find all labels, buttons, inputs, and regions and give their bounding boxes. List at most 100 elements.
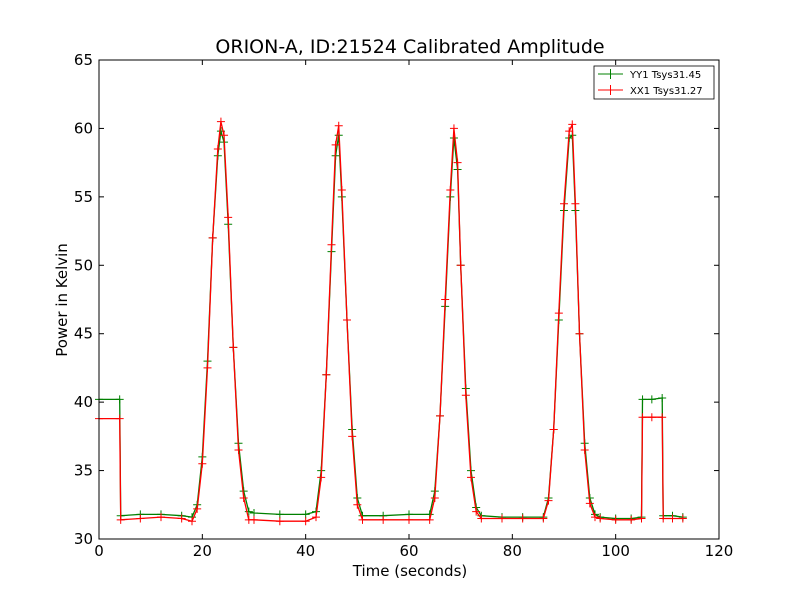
series-1-point-42 [456, 261, 465, 270]
series-1-point-34 [405, 515, 413, 524]
series-1-point-66 [647, 413, 656, 422]
series-0-point-67 [658, 394, 667, 403]
series-0-point-18 [244, 507, 253, 516]
series-1-point-51 [549, 425, 558, 434]
series-1-point-59 [585, 499, 594, 508]
x-tick-label-6: 120 [705, 542, 734, 560]
x-tick-label-2: 40 [296, 542, 315, 560]
series-1-point-65 [638, 413, 647, 422]
series-1-point-12 [216, 117, 225, 126]
series-1-point-46 [477, 514, 486, 523]
series-0 [95, 127, 687, 523]
series-1-point-19 [250, 515, 258, 524]
series-1-point-50 [544, 496, 553, 505]
series-1-point-68 [659, 514, 668, 523]
series-1-point-38 [441, 295, 450, 304]
y-axis-label: Power in Kelvin [53, 243, 71, 357]
y-tick-label-5: 55 [74, 188, 93, 206]
series-1-point-25 [327, 240, 336, 249]
series-1-point-39 [446, 186, 455, 195]
series-1-point-70 [678, 514, 687, 523]
series-1-point-17 [239, 493, 248, 502]
series-1-point-52 [554, 309, 563, 318]
series-1-point-32 [358, 515, 367, 524]
series-line-0 [99, 131, 683, 520]
series-1-point-44 [467, 473, 475, 482]
series-1-point-64 [637, 514, 646, 523]
y-tick-label-1: 35 [74, 462, 93, 480]
series-1-point-63 [627, 515, 636, 524]
series-1-point-2 [116, 515, 125, 524]
series-1-point-23 [317, 473, 326, 482]
series-1-point-15 [229, 343, 238, 352]
series-1-point-47 [498, 514, 506, 523]
y-tick-label-0: 30 [74, 530, 93, 548]
series-0-point-65 [638, 395, 647, 404]
series-1-point-14 [224, 213, 233, 222]
series-1-point-33 [379, 515, 388, 524]
legend-label-yy1: YY1 Tsys31.45 [629, 70, 701, 81]
series-1-point-13 [220, 131, 229, 140]
legend-label-xx1: XX1 Tsys31.27 [630, 86, 703, 97]
series-1-point-49 [539, 514, 548, 523]
plot-frame [98, 59, 720, 540]
series-1-point-1 [115, 414, 124, 423]
series-1-point-22 [312, 513, 320, 522]
series-1-point-8 [198, 459, 207, 468]
series-1-point-62 [611, 515, 620, 524]
series-1-point-54 [565, 127, 574, 136]
x-tick-label-3: 60 [399, 542, 418, 560]
y-tick-label-4: 50 [74, 256, 93, 274]
series-1 [95, 117, 687, 526]
x-tick-label-4: 80 [503, 542, 522, 560]
series-1-point-67 [658, 413, 667, 422]
x-tick-label-0: 0 [94, 542, 104, 560]
series-1-point-40 [449, 124, 458, 133]
x-axis-label: Time (seconds) [352, 562, 468, 580]
y-tick-label-6: 60 [74, 119, 93, 137]
series-1-point-16 [234, 446, 243, 455]
y-tick-label-7: 65 [74, 51, 93, 69]
series-1-point-35 [425, 515, 434, 524]
series-1-point-27 [334, 121, 343, 130]
series-1-point-26 [331, 140, 340, 149]
series-1-point-4 [157, 513, 165, 522]
plot-area [95, 117, 687, 526]
series-1-point-5 [177, 514, 186, 523]
y-tick-label-2: 40 [74, 393, 93, 411]
series-1-point-43 [461, 391, 470, 400]
series-line-1 [99, 121, 683, 522]
series-1-point-48 [518, 514, 527, 523]
series-0-point-1 [115, 395, 124, 404]
series-1-point-58 [580, 446, 589, 455]
x-tick-label-5: 100 [601, 542, 630, 560]
series-1-point-10 [208, 233, 217, 242]
series-1-point-9 [203, 363, 212, 372]
series-1-point-6 [188, 517, 196, 526]
legend: YY1 Tsys31.45 XX1 Tsys31.27 [593, 65, 715, 100]
series-0-point-19 [250, 508, 258, 517]
x-tick-label-1: 20 [193, 542, 212, 560]
series-1-point-56 [571, 199, 580, 208]
series-1-point-60 [591, 513, 599, 522]
legend-box [593, 65, 715, 100]
axis-ticks: 0 20 40 60 80 100 120 30 35 40 45 50 55 60 65 [74, 51, 733, 560]
series-1-point-28 [337, 186, 346, 195]
series-1-point-53 [560, 199, 568, 208]
series-1-point-69 [668, 514, 677, 523]
series-1-point-3 [136, 514, 145, 523]
legend-item-yy1: YY1 Tsys31.45 [598, 69, 701, 81]
series-1-point-36 [430, 493, 439, 502]
y-tick-label-3: 45 [74, 325, 93, 343]
series-1-point-31 [353, 500, 362, 509]
series-1-point-20 [275, 517, 284, 526]
series-1-point-55 [568, 120, 577, 129]
series-1-point-45 [472, 507, 481, 516]
series-1-point-7 [193, 504, 202, 513]
chart-title: ORION-A, ID:21524 Calibrated Amplitude [215, 36, 604, 58]
series-0-point-66 [647, 395, 656, 404]
series-1-point-61 [596, 514, 605, 523]
series-1-point-41 [453, 158, 462, 167]
series-1-point-11 [213, 144, 222, 153]
